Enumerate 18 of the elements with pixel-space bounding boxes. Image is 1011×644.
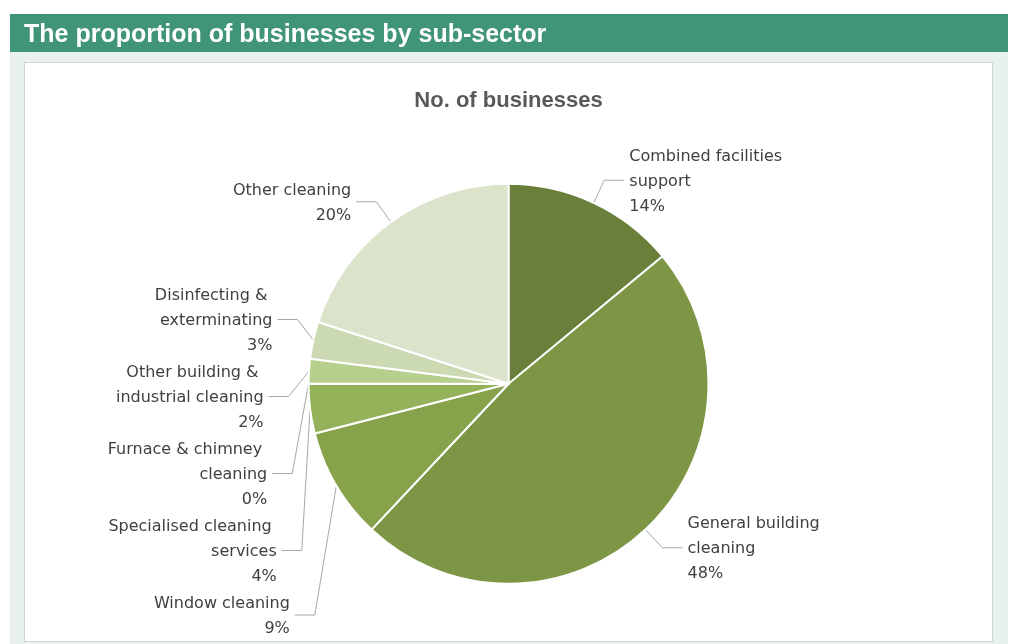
chart-title: The proportion of businesses by sub-sector xyxy=(10,14,1008,52)
slice-label: General building cleaning xyxy=(687,513,825,558)
chart-subtitle: No. of businesses xyxy=(414,86,603,112)
slice-label: Disinfecting & exterminating xyxy=(154,285,273,329)
slice-label: Other cleaning xyxy=(232,179,352,199)
text: 0% xyxy=(241,489,268,508)
slice-label: Specialised cleaning services xyxy=(108,516,277,560)
data-label: 4% xyxy=(251,566,277,585)
data-label: 3% xyxy=(247,335,273,354)
data-label: 2% xyxy=(238,412,264,431)
slice-label: Window cleaning xyxy=(153,593,290,612)
data-label: 20% xyxy=(315,204,352,224)
data-label: 9% xyxy=(264,618,290,637)
slice-label: Other building & industrial cleaning xyxy=(115,362,264,406)
category-label: Furnace & chimney cleaning xyxy=(107,439,268,483)
data-label: 14% xyxy=(629,195,665,215)
slice-label: Combined facilities support xyxy=(629,145,788,190)
data-label: 48% xyxy=(687,563,724,583)
